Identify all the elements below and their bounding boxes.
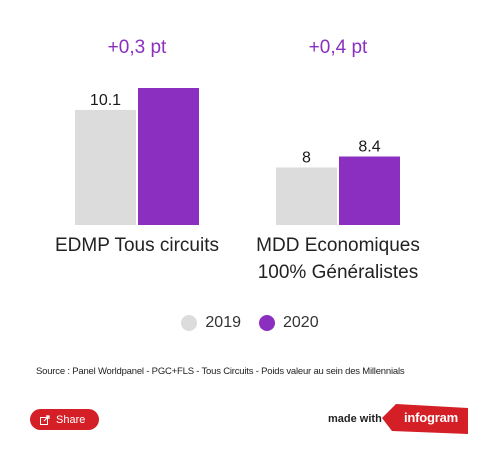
value-label-2020-2: 8.4: [358, 139, 380, 156]
bar-2020-2: [339, 156, 400, 225]
share-icon: [40, 414, 50, 425]
made-with-label: made with: [328, 413, 382, 425]
delta-annotation-2: +0,4 pt: [309, 37, 368, 58]
bar-2019-1: [75, 109, 136, 225]
infogram-logo-text: infogram: [404, 410, 459, 425]
legend-item-2020[interactable]: 2020: [259, 314, 319, 332]
legend-label-2020: 2020: [283, 314, 319, 331]
category-label-1: EDMP Tous circuits: [55, 235, 219, 256]
bar-chart: 10.1 +0,3 pt EDMP Tous circuits 8 8.4 +0,4 pt…: [55, 37, 420, 283]
infogram-logo-shape: [382, 404, 468, 434]
legend-swatch-2019: [181, 315, 198, 331]
value-label-2019-1: 10.1: [90, 92, 121, 109]
infogram-logo[interactable]: infogram: [382, 404, 468, 434]
share-label: Share: [56, 413, 86, 426]
bar-2020-1: [138, 88, 199, 225]
share-button[interactable]: Share: [30, 409, 100, 430]
source-note: Source : Panel Worldpanel - PGC+FLS - To…: [36, 366, 405, 377]
legend-swatch-2020: [259, 315, 275, 331]
bar-2019-2: [276, 167, 337, 225]
legend-item-2019[interactable]: 2019: [181, 314, 241, 332]
legend-label-2019: 2019: [205, 314, 241, 331]
delta-annotation-1: +0,3 pt: [108, 37, 167, 58]
category-label-2-line-1: MDD Economiques: [256, 235, 420, 256]
value-label-2019-2: 8: [302, 149, 311, 166]
legend: 2019 2020: [0, 314, 500, 332]
category-label-2-line-2: 100% Généralistes: [258, 262, 419, 283]
